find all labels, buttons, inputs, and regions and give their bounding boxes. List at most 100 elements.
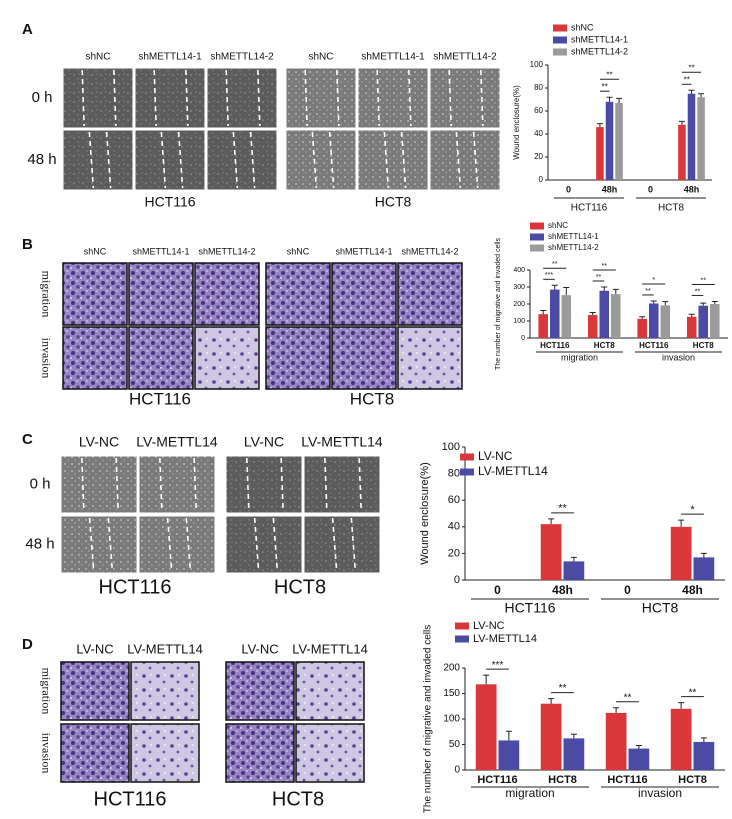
column-label: LV-NC (244, 434, 284, 450)
column-label: shNC (308, 52, 333, 63)
y-tick-label: 80 (534, 83, 543, 92)
x-tick-label: HCT116 (607, 774, 647, 786)
error-bar (548, 518, 555, 525)
micrograph (62, 262, 128, 326)
y-tick-label: 150 (443, 688, 460, 699)
row-label: 48 h (25, 535, 54, 552)
bar (563, 738, 585, 770)
micrograph (206, 67, 278, 129)
y-tick-label: 40 (534, 129, 543, 138)
y-tick-label: 50 (449, 739, 461, 750)
group-label: invasion (638, 786, 682, 800)
wound-edge (249, 131, 256, 189)
error-bar (678, 519, 685, 527)
column-label: shNC (287, 246, 310, 256)
significance-label: ** (645, 288, 651, 295)
row-label: invasion (39, 338, 53, 379)
error-bar (589, 312, 596, 316)
micrograph (429, 129, 501, 191)
micrograph (130, 723, 200, 783)
error-bar (505, 730, 512, 741)
y-tick-label: 0 (454, 765, 460, 776)
row-label: 0 h (30, 475, 51, 492)
bar (475, 684, 497, 770)
legend-label: shMETTL14-1 (548, 232, 599, 241)
column-label: shMETTL14-1 (132, 246, 189, 256)
wound-edge (88, 131, 95, 189)
wound-edge (400, 131, 407, 189)
micrograph (225, 723, 295, 783)
x-tick-label: HCT8 (548, 774, 577, 786)
x-tick-label: HCT8 (594, 341, 615, 350)
group-label: HCT8 (642, 600, 679, 616)
group-label: migration (505, 786, 554, 800)
bar (678, 124, 686, 180)
micrograph (206, 129, 278, 191)
micrograph (357, 129, 429, 191)
error-bar (606, 96, 613, 102)
wound-edge (177, 131, 184, 189)
micrograph (194, 262, 260, 326)
error-bar (563, 287, 570, 296)
row-label: 48 h (27, 151, 56, 168)
error-bar (700, 552, 707, 558)
significance-label: ** (684, 75, 690, 84)
error-bar (570, 733, 577, 739)
micrograph (265, 262, 331, 326)
micrograph (295, 723, 365, 783)
micrograph (303, 515, 381, 574)
significance-label: ** (624, 692, 632, 703)
legend-label: shNC (571, 22, 594, 32)
wound-edge (408, 69, 412, 127)
micrograph (62, 67, 134, 129)
micrograph (285, 67, 357, 129)
row-label: invasion (39, 733, 53, 774)
error-bar (678, 702, 685, 709)
column-label: shNC (84, 246, 107, 256)
micrograph (60, 515, 138, 574)
wound-edge (472, 131, 479, 189)
legend-label: LV-NC (478, 449, 513, 463)
bar (599, 290, 610, 338)
x-tick-label: HCT116 (540, 341, 570, 350)
legend-label: LV-METTL14 (473, 633, 537, 645)
y-tick-label: 20 (448, 547, 460, 559)
wound-edge (328, 131, 335, 189)
significance-label: ** (559, 683, 567, 694)
group-label: invasion (662, 352, 695, 362)
error-bar (548, 698, 555, 704)
significance-label: *** (492, 660, 504, 671)
legend-label: LV-METTL14 (478, 464, 548, 478)
wound-edge (383, 131, 390, 189)
significance-label: ** (701, 277, 707, 284)
significance-label: ** (602, 263, 608, 270)
legend-label: LV-NC (473, 620, 505, 632)
legend-swatch (530, 244, 544, 252)
cell-line-label: HCT8 (274, 576, 326, 598)
error-bar (650, 300, 657, 304)
legend-label: shMETTL14-2 (571, 46, 628, 56)
micrograph (60, 661, 130, 721)
significance-label: ** (695, 288, 701, 295)
panel-label: B (22, 236, 33, 253)
error-bar (688, 89, 695, 94)
bar (605, 101, 614, 180)
cell-line-label: HCT116 (129, 389, 191, 408)
error-bar (596, 123, 603, 128)
wound-edge (153, 69, 157, 127)
significance-label: ** (558, 503, 567, 515)
bar (615, 102, 623, 180)
bar (660, 305, 671, 338)
legend-swatch (553, 24, 567, 32)
y-tick-label: 100 (443, 714, 460, 725)
y-axis-label: Wound enclosure(%) (512, 85, 521, 160)
x-tick-label: 0 (648, 184, 653, 194)
x-tick-label: HCT116 (477, 774, 517, 786)
column-label: shMETTL14-2 (198, 246, 255, 256)
row-label: 0 h (32, 89, 53, 106)
column-label: LV-NC (241, 641, 278, 656)
panel-label: A (22, 21, 33, 38)
bar (540, 524, 562, 580)
